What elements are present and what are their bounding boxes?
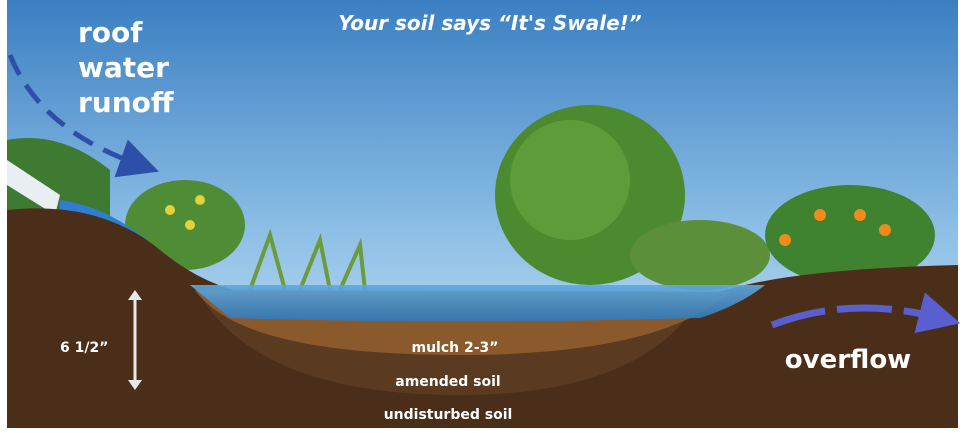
runoff-label: roof [78, 16, 143, 49]
depth-label: 6 1/2” [60, 340, 108, 356]
layer-label: undisturbed soil [384, 407, 513, 423]
water [190, 285, 765, 322]
subtitle: Your soil says “It's Swale!” [338, 11, 642, 35]
layer-label: mulch 2-3” [412, 340, 499, 356]
overflow-label: overflow [785, 345, 911, 375]
layer-label: amended soil [395, 374, 500, 390]
runoff-label: runoff [78, 86, 174, 119]
swale-illustration: Your soil says “It's Swale!” roof water … [0, 0, 965, 433]
runoff-label: water [78, 51, 169, 84]
